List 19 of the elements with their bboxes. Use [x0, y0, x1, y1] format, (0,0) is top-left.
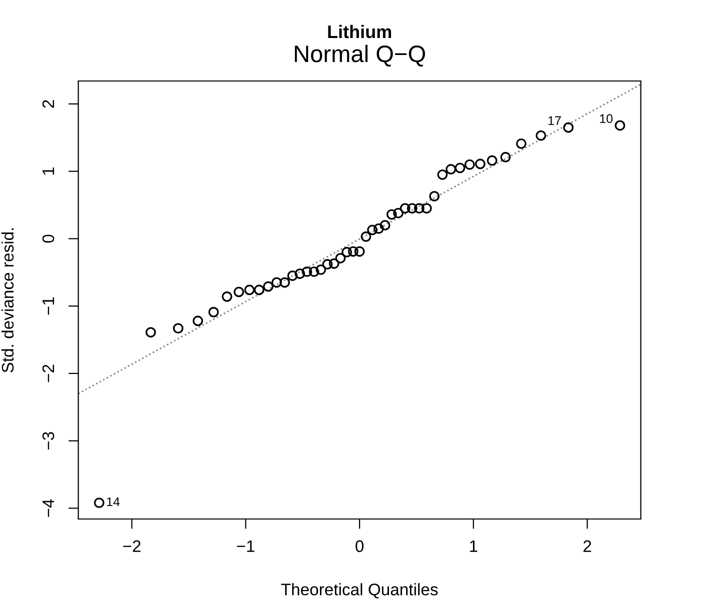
x-tick-label: 1 — [470, 540, 478, 552]
x-tick-label: −1 — [237, 540, 254, 552]
y-tick-label: −2 — [42, 364, 54, 382]
y-tick-label: −3 — [42, 432, 54, 450]
annotation: 14 — [107, 497, 120, 506]
y-tick-label: −1 — [42, 297, 54, 315]
x-tick-label: 0 — [356, 540, 364, 552]
chart-title: Lithium — [328, 24, 392, 38]
x-axis-title: Theoretical Quantiles — [281, 583, 438, 598]
chart-subtitle: Normal Q−Q — [294, 44, 426, 66]
annotation: 17 — [548, 116, 561, 125]
annotation: 10 — [600, 114, 613, 124]
x-tick-label: −2 — [123, 540, 140, 552]
y-tick-label: 1 — [42, 167, 54, 175]
y-tick-label: −4 — [42, 499, 54, 517]
x-tick-label: 2 — [583, 540, 592, 552]
y-axis-title: Std. deviance resid. — [1, 228, 14, 372]
y-tick-label: 0 — [42, 234, 54, 243]
y-tick-label: 2 — [42, 100, 54, 108]
